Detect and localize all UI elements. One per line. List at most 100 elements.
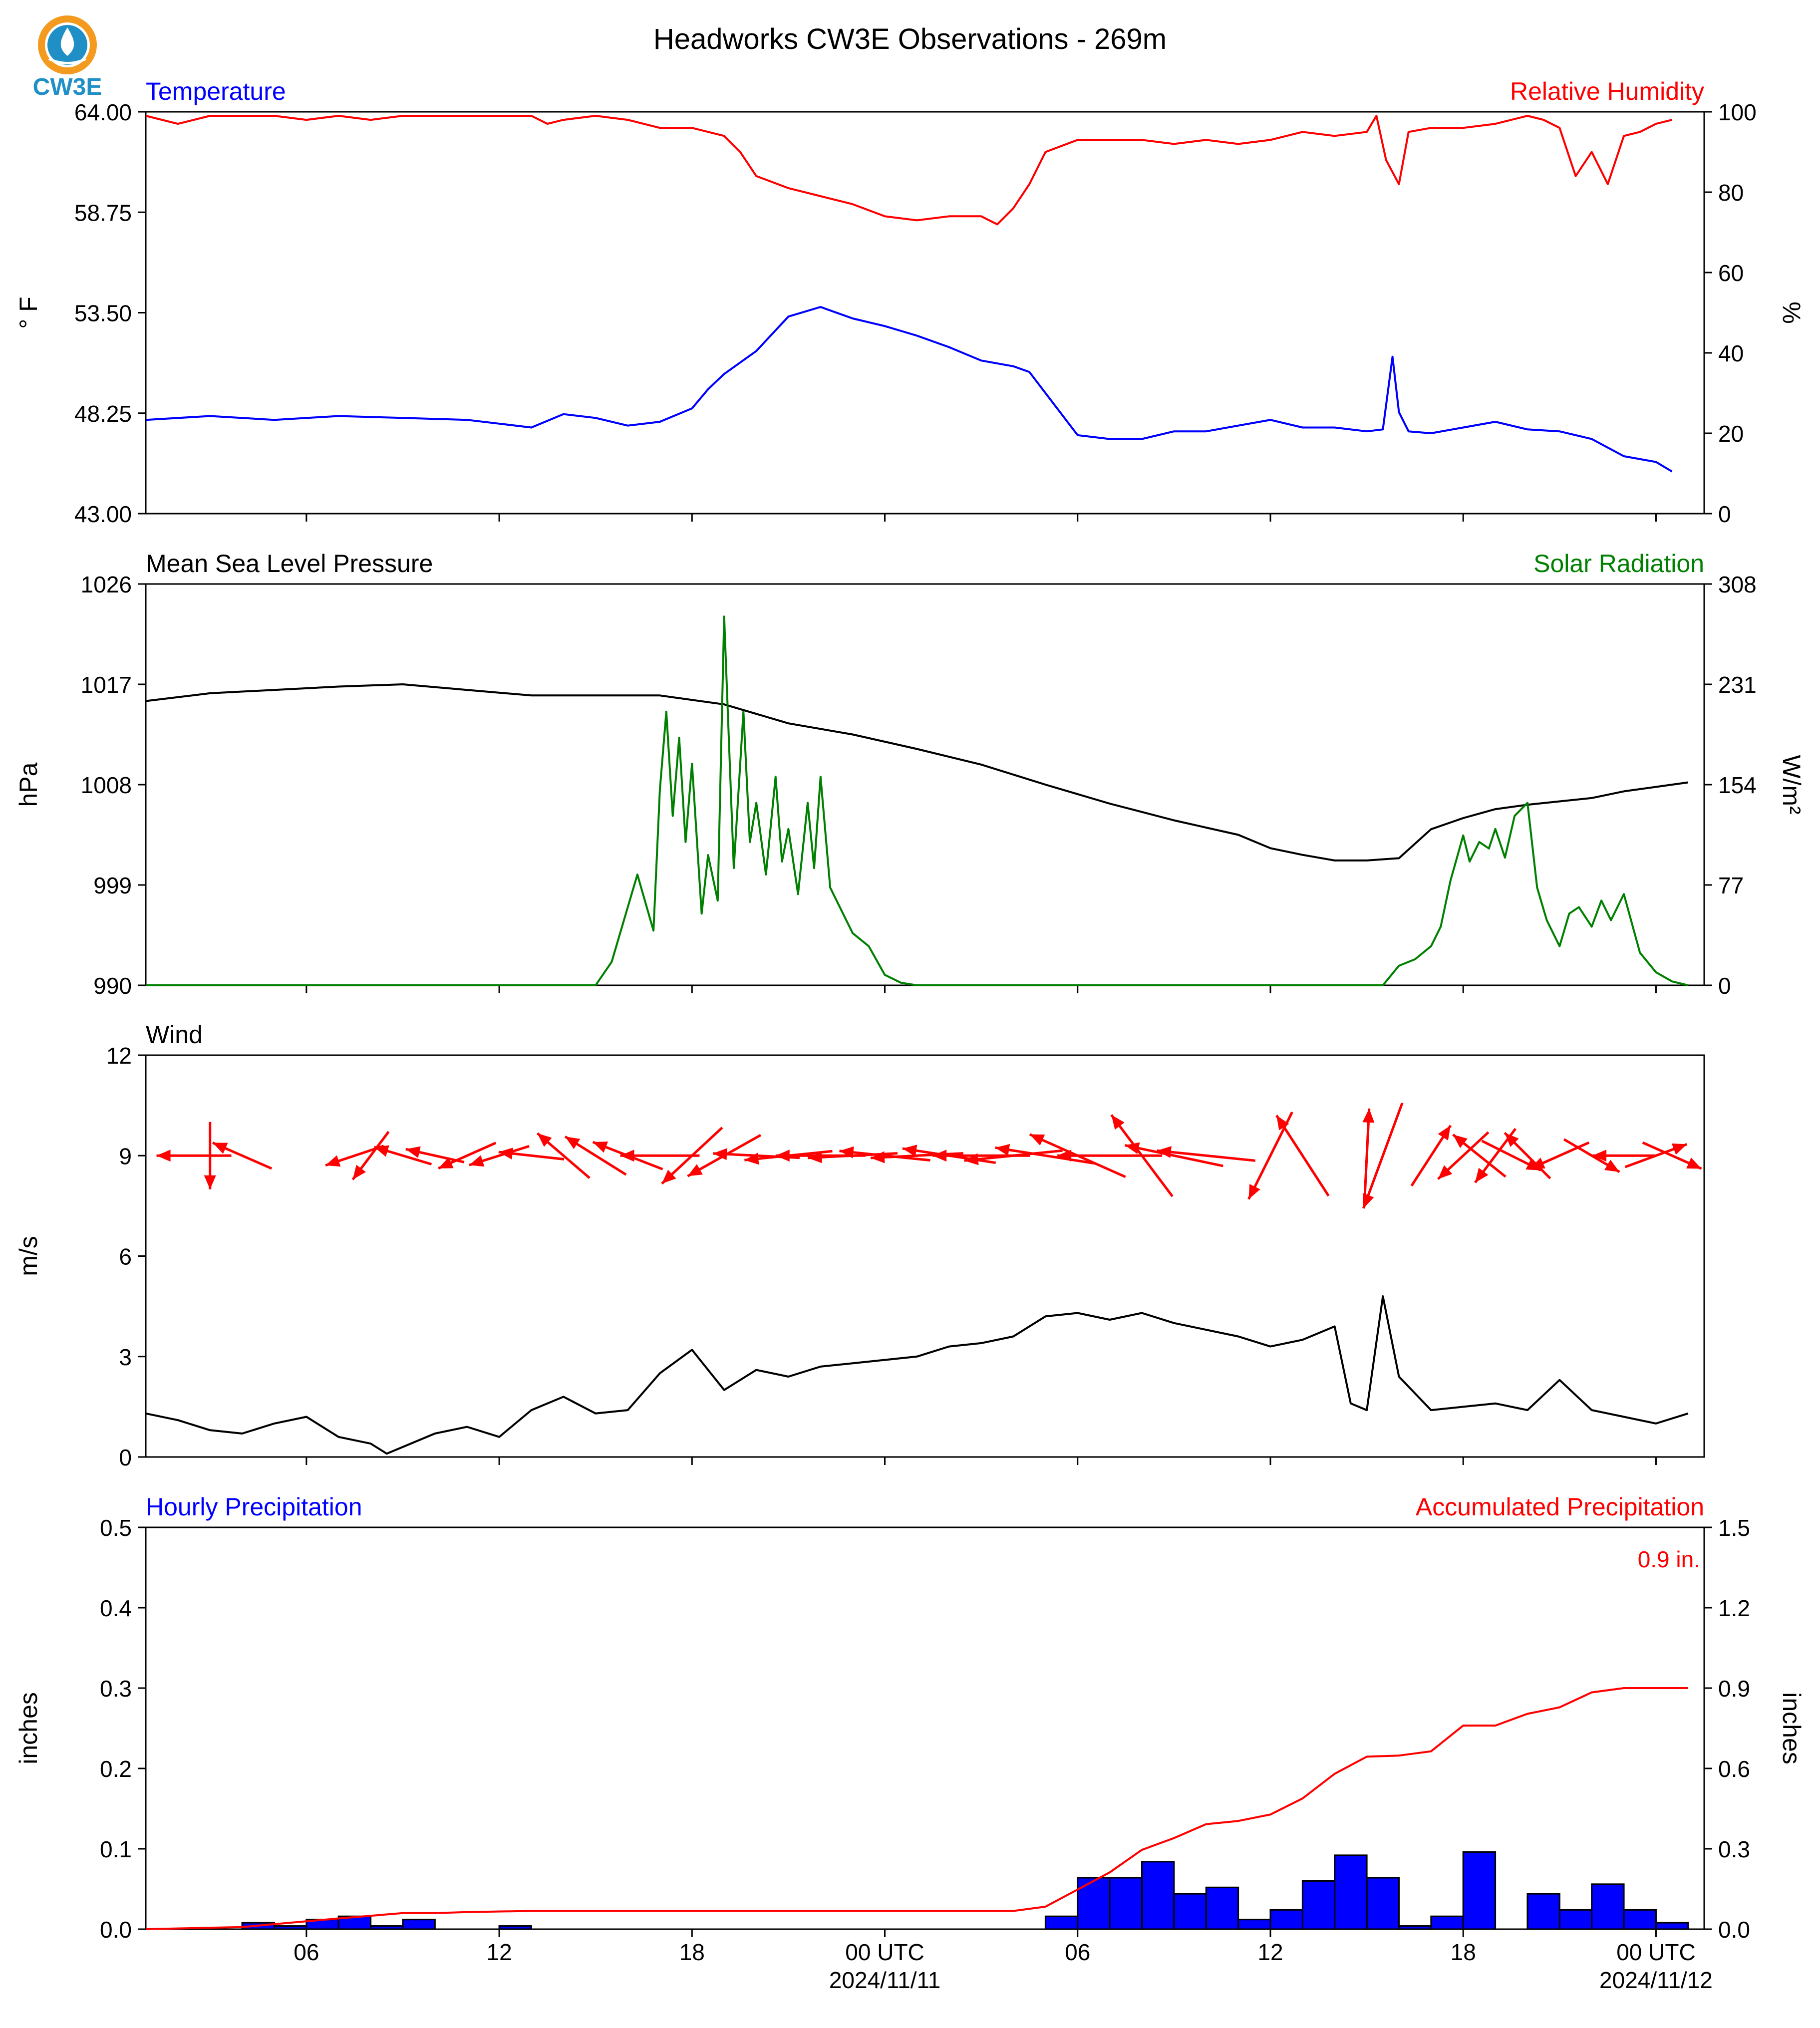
panel-left-title: Wind: [146, 1021, 203, 1049]
hourly-precip-bar: [1205, 1886, 1239, 1930]
wind-arrow: [1452, 1134, 1507, 1178]
y-tick-label: 0.4: [100, 1595, 132, 1621]
wind-arrow-shaft: [964, 1149, 1063, 1162]
wind-arrow-head: [469, 1155, 485, 1167]
y-tick-label: 0: [119, 1445, 132, 1470]
hourly-precip-bar: [1109, 1877, 1143, 1930]
wind-arrow: [1275, 1115, 1330, 1197]
y-tick-label: 0.2: [100, 1756, 132, 1782]
wind-arrow-head: [839, 1146, 854, 1159]
y-tick-label: 43.00: [74, 501, 132, 527]
wind-arrow-head: [1592, 1150, 1607, 1162]
hourly-precip-bar: [273, 1925, 307, 1930]
wind-arrow-shaft: [870, 1152, 963, 1159]
plot-frame: [145, 111, 1705, 515]
y-right-tick-label: 308: [1718, 572, 1757, 597]
wind-arrow: [1157, 1146, 1255, 1162]
wind-arrow: [438, 1142, 497, 1170]
hourly-precip-bar: [498, 1925, 532, 1930]
wind-arrow-head: [1505, 1133, 1519, 1147]
y-right-tick-label: 20: [1718, 421, 1744, 447]
hourly-precip-bar: [1430, 1915, 1464, 1930]
y-tick-label: 53.50: [74, 300, 132, 326]
temperature-humidity-panel: 64.00 58.75 53.50 48.25 43.00 100 80 60 40 20 0 Tem…: [14, 77, 1806, 527]
wind-arrow: [1624, 1143, 1688, 1168]
wind-arrow-head: [1362, 1108, 1375, 1123]
wind-arrow-head: [213, 1143, 228, 1154]
y-tick-label: 1008: [81, 772, 132, 798]
wind-arrow: [620, 1150, 700, 1162]
hourly-precip-bar: [1655, 1922, 1689, 1930]
accumulated-total-label: 0.9 in.: [1638, 1546, 1700, 1572]
y-tick-label: 0.0: [100, 1917, 132, 1943]
time-tick-label: 18: [679, 1939, 705, 1965]
panel-left-title: Mean Sea Level Pressure: [146, 550, 433, 578]
wind-arrow-head: [1686, 1158, 1702, 1169]
wind-arrow-head: [1453, 1135, 1468, 1148]
wind-arrow-head: [1671, 1143, 1687, 1155]
wind-arrow-head: [1362, 1193, 1374, 1208]
wind-arrow-head: [775, 1150, 790, 1162]
wind-arrow-head: [1057, 1150, 1072, 1162]
y-right-tick-label: 1.2: [1718, 1595, 1750, 1621]
wind-arrow-head: [1438, 1125, 1451, 1141]
wind-arrow-head: [352, 1164, 366, 1180]
wind-arrow-head: [1604, 1159, 1620, 1172]
wind-arrow-head: [744, 1153, 759, 1165]
plot-frame: [145, 1054, 1705, 1458]
page-title: Headworks CW3E Observations - 269m: [653, 23, 1167, 55]
y-axis-label: ° F: [14, 296, 42, 328]
hourly-precip-bar: [1558, 1909, 1593, 1930]
wind-arrow: [995, 1144, 1096, 1165]
wind-arrow-head: [1029, 1134, 1045, 1146]
wind-arrow: [964, 1149, 1063, 1165]
date-label: 2024/11/12: [1599, 1967, 1713, 1993]
wind-arrow: [1110, 1114, 1174, 1197]
y-tick-label: 9: [119, 1143, 132, 1169]
panel-right-title: Accumulated Precipitation: [1416, 1493, 1704, 1521]
wind-arrow-shaft: [839, 1150, 930, 1162]
y-tick-label: 64.00: [74, 99, 132, 125]
wind-arrow-head: [1125, 1142, 1140, 1155]
wind-arrow: [536, 1132, 591, 1179]
wind-arrow-head: [1438, 1165, 1453, 1179]
y-tick-label: 6: [119, 1244, 132, 1270]
time-tick-label: 06: [294, 1939, 319, 1965]
y-right-tick-label: 154: [1718, 772, 1757, 798]
wind-arrow: [498, 1148, 565, 1161]
wind-arrow-head: [1248, 1184, 1260, 1199]
mean-sea-level-pressure-line: [145, 683, 1689, 862]
hourly-precip-bar: [1526, 1893, 1560, 1930]
hourly-precip-bar: [1237, 1919, 1271, 1930]
wind-arrow: [564, 1135, 627, 1176]
wind-arrow-head: [1475, 1167, 1489, 1183]
wind-arrow-head: [1157, 1146, 1172, 1158]
hourly-precip-bar: [402, 1919, 436, 1930]
hourly-precip-bar: [1077, 1877, 1111, 1930]
pressure-solar-panel: 1026 1017 1008 999 990 308 231 154 77 0 Mean Sea L…: [14, 550, 1806, 999]
wind-arrow: [469, 1145, 530, 1167]
wind-arrow-shaft: [1157, 1149, 1255, 1162]
wind-arrow-shaft: [1125, 1144, 1223, 1167]
y-tick-label: 0.3: [100, 1676, 132, 1702]
wind-arrow: [1592, 1150, 1656, 1162]
y-right-tick-label: 100: [1718, 99, 1757, 125]
panel-right-title: Solar Radiation: [1533, 550, 1704, 578]
y-axis-label: inches: [14, 1692, 42, 1764]
wind-arrow: [351, 1131, 390, 1180]
hourly-precip-bar: [1462, 1851, 1497, 1930]
wind-arrow-shaft: [1110, 1114, 1174, 1197]
time-tick-label: 06: [1065, 1939, 1090, 1965]
wind-arrow: [156, 1150, 232, 1162]
wind-arrow-head: [1111, 1115, 1125, 1130]
wind-arrow-shaft: [1363, 1108, 1371, 1203]
cw3e-logo: CW3E: [33, 15, 102, 100]
y-tick-label: 48.25: [74, 401, 132, 427]
y-tick-label: 990: [93, 973, 132, 999]
y-right-tick-label: 40: [1718, 340, 1744, 366]
hourly-precip-bar: [1366, 1877, 1400, 1930]
relative-humidity-line: [145, 115, 1673, 226]
wind-arrow-shaft: [1275, 1115, 1330, 1197]
wind-arrow-head: [565, 1137, 581, 1150]
